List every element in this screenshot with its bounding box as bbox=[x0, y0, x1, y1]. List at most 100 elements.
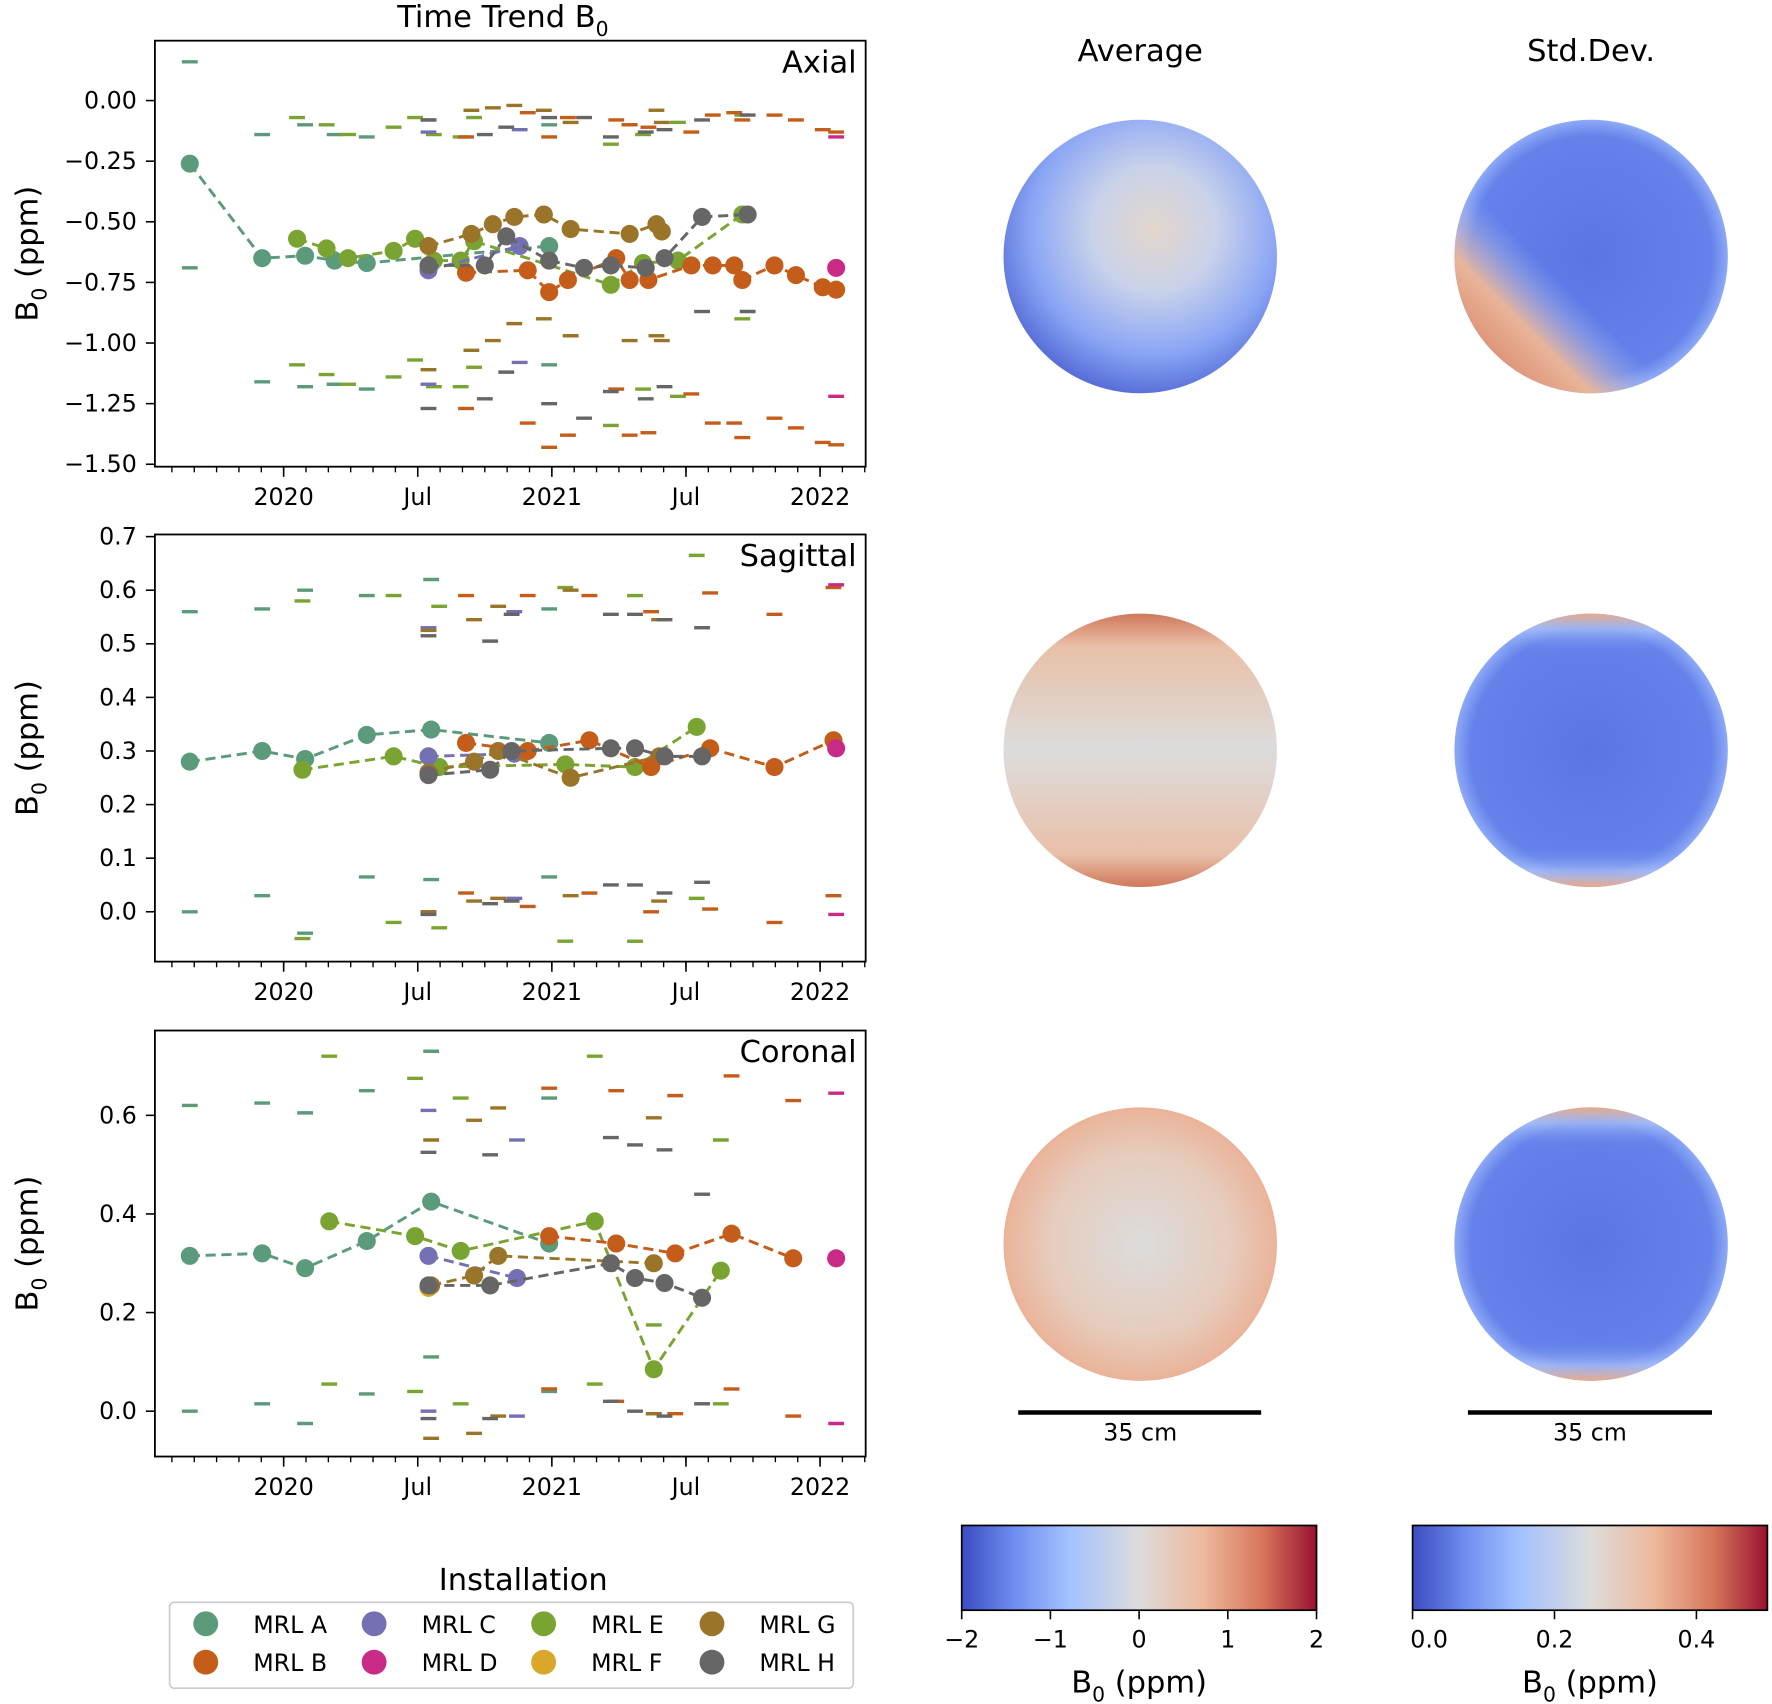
colorbar-average: −2 −1 0 1 2 B0 (ppm) bbox=[944, 1524, 1324, 1704]
plot-frame bbox=[154, 1029, 867, 1458]
y-tick-label: 0.2 bbox=[99, 1298, 137, 1326]
mean-point bbox=[655, 747, 674, 766]
mean-point bbox=[827, 1249, 846, 1268]
legend-label: MRL B bbox=[253, 1649, 327, 1677]
mean-point bbox=[465, 1266, 484, 1285]
mean-point bbox=[601, 275, 620, 294]
mean-point bbox=[481, 1276, 500, 1295]
average-column-title: Average bbox=[1078, 34, 1203, 69]
mean-point bbox=[253, 1244, 272, 1263]
x-tick-label: 2021 bbox=[522, 1473, 582, 1501]
legend-item-mrl-a: MRL A bbox=[193, 1611, 328, 1639]
series-mrl-h bbox=[419, 1135, 712, 1421]
colorbar-gradient bbox=[960, 1524, 1318, 1612]
mean-point bbox=[419, 747, 438, 766]
legend-label: MRL F bbox=[591, 1649, 662, 1677]
trend-line bbox=[188, 162, 550, 265]
colorbar-gradient bbox=[1411, 1524, 1769, 1612]
series-mrl-c bbox=[419, 1108, 527, 1418]
legend-item-mrl-c: MRL C bbox=[361, 1611, 496, 1639]
mean-point bbox=[813, 278, 832, 297]
mean-point bbox=[357, 725, 376, 744]
x-tick-label: Jul bbox=[401, 483, 432, 511]
legend-label: MRL G bbox=[759, 1611, 835, 1639]
mean-point bbox=[518, 741, 537, 761]
series-mrl-h bbox=[419, 612, 712, 917]
mean-point bbox=[687, 717, 706, 736]
mean-point bbox=[419, 766, 438, 785]
mean-point bbox=[462, 224, 481, 243]
y-axis-label: B0 (ppm) bbox=[10, 680, 51, 816]
mean-point bbox=[505, 207, 524, 226]
trend-line bbox=[328, 1219, 723, 1373]
x-tick-label: Jul bbox=[670, 483, 701, 511]
mean-point bbox=[827, 280, 846, 299]
mean-point bbox=[693, 1288, 712, 1307]
colorbar-tick-label: 2 bbox=[1309, 1626, 1324, 1654]
mean-point bbox=[338, 249, 358, 268]
legend-label: MRL C bbox=[422, 1611, 496, 1639]
y-tick-label: 0.2 bbox=[99, 790, 137, 818]
mean-point bbox=[561, 768, 580, 787]
mean-point bbox=[475, 256, 494, 275]
mean-point bbox=[293, 760, 312, 779]
mean-point bbox=[419, 1246, 438, 1265]
panel-title: Coronal bbox=[740, 1035, 857, 1070]
average-axial-map bbox=[1003, 119, 1277, 394]
mean-point bbox=[642, 758, 661, 777]
mean-point bbox=[827, 258, 846, 277]
time-trend-panels: 2020 Jul 2021 Jul 2022 0.00 −0.25 −0.50 −0.75 −1.… bbox=[10, 39, 867, 1501]
mean-point bbox=[518, 261, 537, 280]
panel-coronal: 2020 Jul 2021 Jul 2022 0.0 0.2 0.4 0.6 Coronal B0 … bbox=[10, 1029, 867, 1501]
legend-label: MRL H bbox=[759, 1649, 835, 1677]
y-tick-label: 0.4 bbox=[99, 1200, 137, 1228]
mean-point bbox=[722, 1224, 741, 1243]
legend-label: MRL E bbox=[591, 1611, 664, 1639]
std-axial-edge-overlay bbox=[1454, 119, 1728, 394]
mean-point bbox=[406, 229, 425, 248]
mean-point bbox=[422, 720, 441, 739]
mean-point bbox=[419, 256, 438, 275]
mean-point bbox=[765, 256, 784, 275]
mean-point bbox=[296, 246, 315, 265]
y-tick-label: 0.4 bbox=[99, 683, 137, 711]
legend-label: MRL D bbox=[422, 1649, 498, 1677]
std-column-title: Std.Dev. bbox=[1527, 34, 1655, 69]
series-mrl-d bbox=[827, 135, 846, 399]
legend-marker-icon bbox=[699, 1611, 725, 1637]
mean-point bbox=[419, 1276, 438, 1295]
mean-point bbox=[765, 758, 784, 777]
y-tick-label: 0.0 bbox=[99, 898, 137, 926]
x-tick-label: 2022 bbox=[790, 978, 850, 1006]
mean-point bbox=[422, 1192, 441, 1211]
y-tick-label: 0.6 bbox=[99, 1101, 137, 1129]
legend-item-mrl-e: MRL E bbox=[531, 1611, 664, 1639]
mean-point bbox=[180, 154, 199, 173]
y-tick-label: 0.5 bbox=[99, 630, 137, 658]
colorbar-std: 0.0 0.2 0.4 B0 (ppm) bbox=[1410, 1524, 1769, 1704]
colorbar-tick-label: 0.4 bbox=[1678, 1626, 1716, 1654]
legend-item-mrl-f: MRL F bbox=[531, 1649, 662, 1677]
mean-point bbox=[644, 1360, 663, 1379]
mean-point bbox=[693, 207, 712, 226]
mean-point bbox=[703, 256, 722, 275]
std-coronal-edge-overlay bbox=[1454, 1107, 1728, 1381]
series-mrl-e bbox=[320, 1054, 730, 1416]
std-sagittal-edge-overlay bbox=[1454, 613, 1728, 888]
panel-sagittal: 2020 Jul 2021 Jul 2022 0.0 0.1 0.2 0.3 0.4 0.5 0.6 0… bbox=[10, 523, 867, 1006]
mean-point bbox=[655, 249, 674, 268]
panel-title: Sagittal bbox=[740, 539, 857, 574]
y-tick-label: 0.00 bbox=[84, 86, 137, 114]
y-tick-label: −0.25 bbox=[64, 147, 137, 175]
trend-line bbox=[428, 1261, 703, 1300]
mean-point bbox=[738, 205, 757, 224]
x-tick-label: Jul bbox=[401, 978, 432, 1006]
mean-point bbox=[666, 1244, 685, 1263]
mean-point bbox=[652, 222, 671, 241]
y-axis-label: B0 (ppm) bbox=[10, 186, 51, 322]
mean-point bbox=[540, 283, 559, 302]
mean-point bbox=[357, 253, 376, 273]
mean-point bbox=[465, 752, 484, 771]
trend-line bbox=[189, 728, 550, 764]
